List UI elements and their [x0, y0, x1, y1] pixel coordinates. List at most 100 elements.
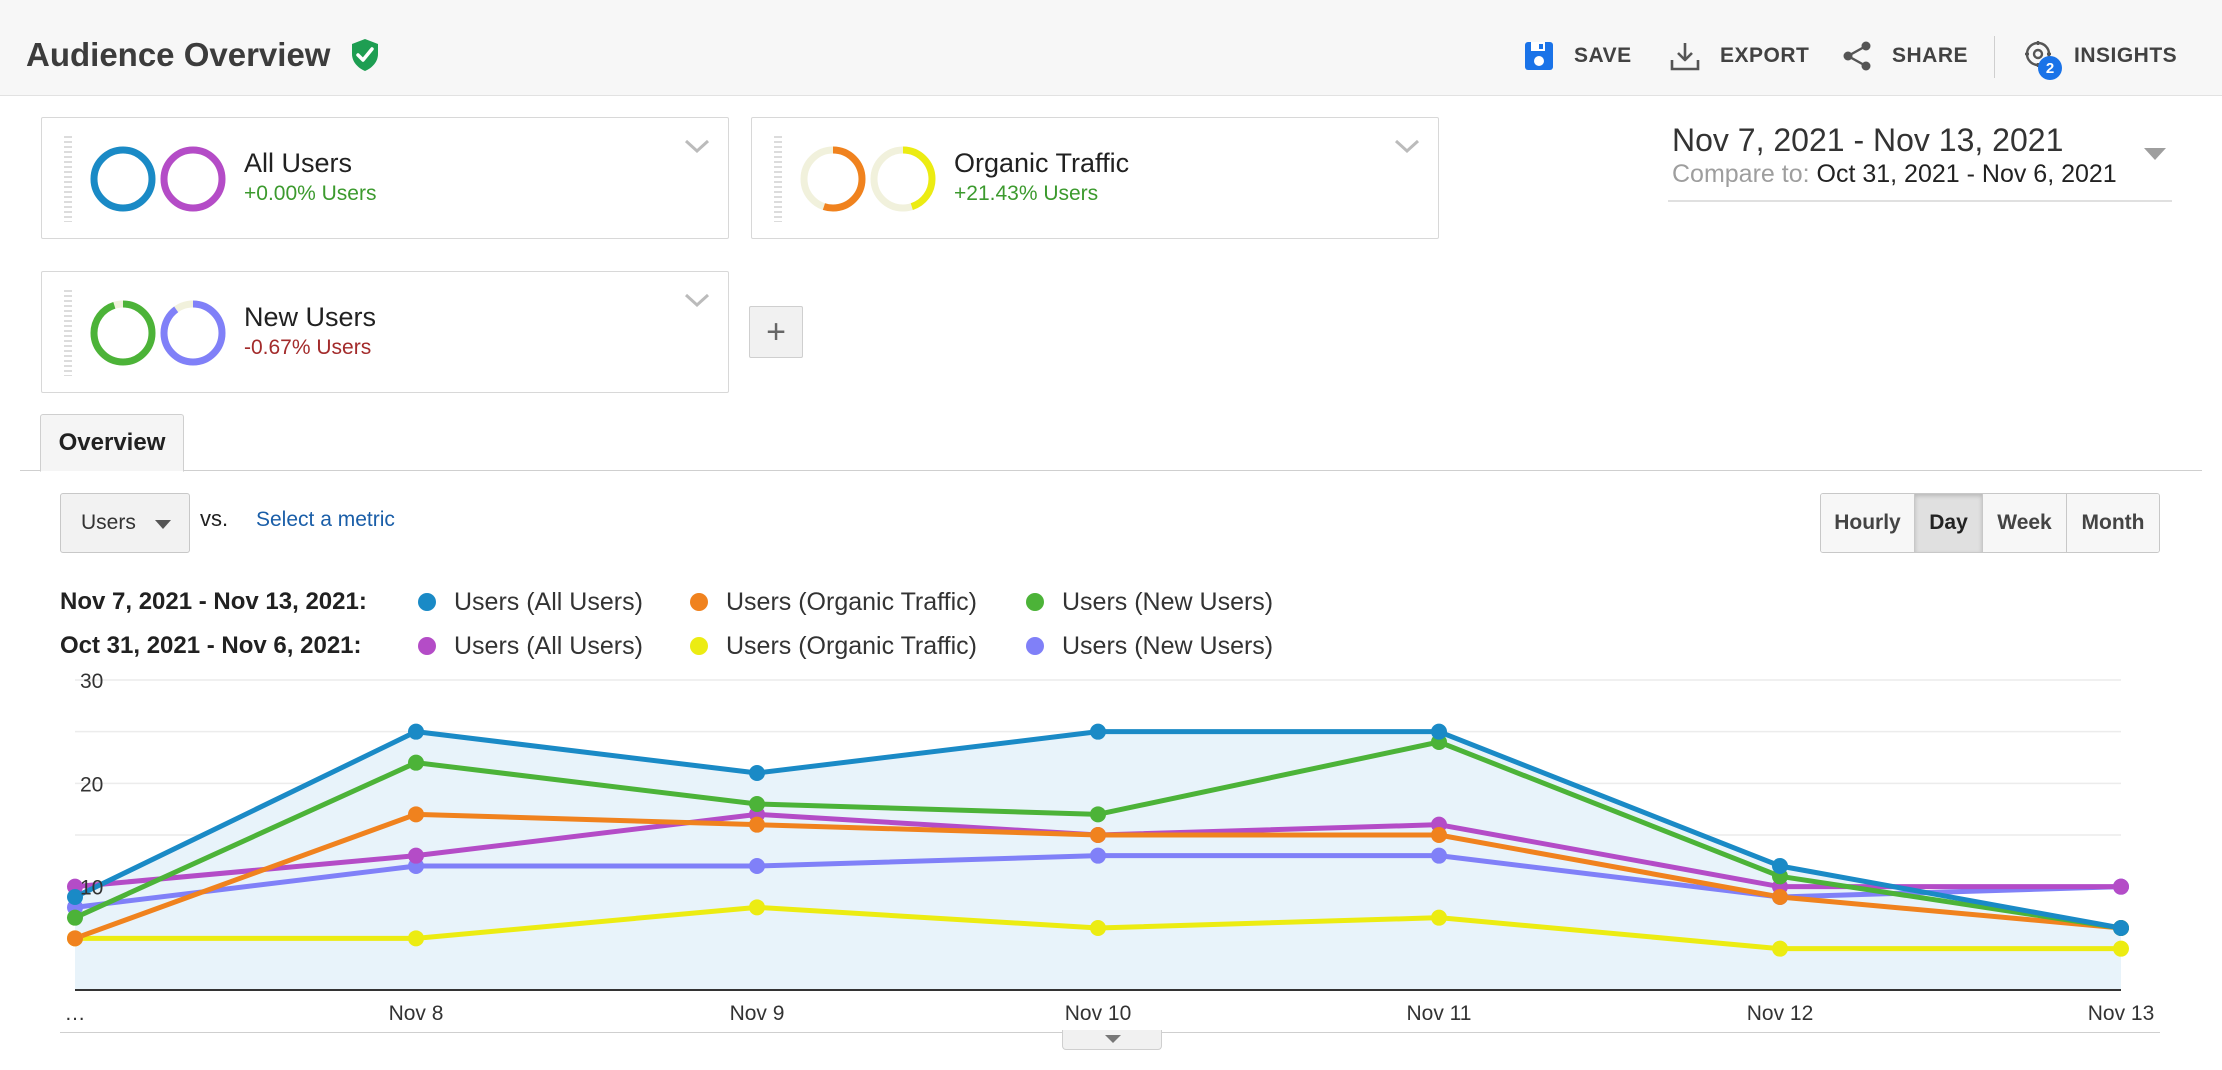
- data-point: [2113, 878, 2129, 895]
- segment-delta: +0.00% Users: [244, 182, 377, 205]
- legend-dot: [1026, 637, 1044, 655]
- data-point: [1090, 847, 1106, 864]
- granularity-week[interactable]: Week: [1983, 494, 2067, 552]
- ring-previous: [160, 300, 226, 366]
- legend-dot: [418, 593, 436, 611]
- ring-current: [90, 300, 156, 366]
- legend-dot: [1026, 593, 1044, 611]
- insights-count-badge: 2: [2038, 56, 2062, 80]
- legend-dot: [690, 593, 708, 611]
- segment-card-organic-traffic[interactable]: Organic Traffic +21.43% Users: [751, 117, 1439, 239]
- save-button[interactable]: SAVE: [1522, 36, 1632, 76]
- segment-delta: -0.67% Users: [244, 336, 372, 359]
- page-header: Audience Overview SAVE EXPORT SHARE: [0, 0, 2222, 96]
- tab-overview[interactable]: Overview: [40, 414, 184, 472]
- data-point: [1772, 858, 1788, 874]
- data-point: [408, 754, 424, 771]
- data-point: [1772, 940, 1788, 957]
- vs-label: vs.: [200, 506, 229, 531]
- data-point: [408, 847, 424, 864]
- segment-delta: +21.43% Users: [954, 182, 1099, 205]
- granularity-toggle: Hourly Day Week Month: [1820, 493, 2160, 553]
- date-range-main: Nov 7, 2021 - Nov 13, 2021: [1672, 122, 2064, 158]
- data-point: [67, 930, 83, 947]
- legend-period-previous: Oct 31, 2021 - Nov 6, 2021:: [60, 632, 362, 659]
- users-line-chart: 30 20 10 … Nov 8 Nov 9 Nov 10 Nov 11 Nov 12 Nov 1…: [65, 670, 2155, 1025]
- data-point: [1431, 847, 1447, 864]
- legend-label: Users (All Users): [454, 631, 643, 660]
- data-point: [749, 765, 765, 781]
- expand-chart-toggle[interactable]: [1062, 1030, 1162, 1050]
- share-label: SHARE: [1892, 44, 1969, 67]
- data-point: [1431, 909, 1447, 926]
- export-button[interactable]: EXPORT: [1668, 36, 1809, 76]
- x-tick-label: Nov 11: [1407, 1002, 1472, 1025]
- download-icon: [1670, 43, 1700, 71]
- data-point: [749, 858, 765, 874]
- y-tick-label: 20: [80, 773, 103, 796]
- granularity-month[interactable]: Month: [2067, 494, 2159, 552]
- legend-label: Users (New Users): [1062, 587, 1274, 616]
- chevron-down-icon[interactable]: [684, 292, 710, 310]
- date-range-picker[interactable]: Nov 7, 2021 - Nov 13, 2021 Compare to: O…: [1668, 118, 2172, 202]
- data-point: [749, 816, 765, 833]
- compare-value: Oct 31, 2021 - Nov 6, 2021: [1816, 160, 2117, 188]
- legend-item: Users (Organic Traffic): [690, 632, 1026, 661]
- metric-dropdown[interactable]: Users: [60, 493, 190, 553]
- caret-down-icon: [155, 520, 171, 529]
- tab-bar-line: [20, 470, 2202, 471]
- data-point: [2113, 940, 2129, 957]
- x-tick-label: Nov 12: [1747, 1002, 1814, 1025]
- x-tick-label: Nov 10: [1065, 1002, 1132, 1025]
- data-point: [67, 909, 83, 926]
- segment-card-new-users[interactable]: New Users -0.67% Users: [41, 271, 729, 393]
- legend-label: Users (Organic Traffic): [726, 587, 977, 616]
- y-tick-label: 30: [80, 670, 103, 693]
- data-point: [749, 796, 765, 812]
- granularity-hourly[interactable]: Hourly: [1821, 494, 1915, 552]
- drag-handle[interactable]: [774, 136, 782, 222]
- ring-previous: [870, 146, 936, 212]
- data-point: [408, 806, 424, 823]
- drag-handle[interactable]: [64, 290, 72, 376]
- data-point: [749, 899, 765, 916]
- segment-rings: [90, 146, 226, 212]
- data-point: [2113, 920, 2129, 936]
- verified-shield-icon: [352, 39, 378, 71]
- legend-item: Users (All Users): [418, 632, 690, 661]
- legend-item: Users (New Users): [1026, 588, 1273, 617]
- chevron-down-icon[interactable]: [684, 138, 710, 156]
- page-title: Audience Overview: [26, 36, 331, 73]
- data-point: [408, 723, 424, 740]
- dropdown-arrow-icon[interactable]: [2144, 148, 2166, 160]
- metric-selected: Users: [81, 511, 136, 534]
- save-icon: [1525, 42, 1553, 70]
- data-point: [1431, 723, 1447, 740]
- chevron-down-icon[interactable]: [1394, 138, 1420, 156]
- legend-item: Users (New Users): [1026, 632, 1273, 661]
- insights-label: INSIGHTS: [2074, 44, 2178, 67]
- select-metric-link[interactable]: Select a metric: [256, 508, 395, 531]
- segment-card-all-users[interactable]: All Users +0.00% Users: [41, 117, 729, 239]
- x-tick-label: …: [65, 1002, 86, 1025]
- segment-name: All Users: [244, 148, 353, 178]
- legend-label: Users (New Users): [1062, 631, 1274, 660]
- segment-rings: [800, 146, 936, 212]
- data-point: [1772, 889, 1788, 905]
- share-button[interactable]: SHARE: [1840, 36, 1968, 76]
- export-label: EXPORT: [1720, 44, 1810, 67]
- drag-handle[interactable]: [64, 136, 72, 222]
- legend-label: Users (All Users): [454, 587, 643, 616]
- legend-row-current: Nov 7, 2021 - Nov 13, 2021: Users (All U…: [60, 586, 1273, 618]
- data-point: [1090, 920, 1106, 936]
- granularity-day[interactable]: Day: [1915, 494, 1983, 552]
- legend-period-current: Nov 7, 2021 - Nov 13, 2021:: [60, 588, 367, 615]
- add-segment-button[interactable]: +: [749, 306, 803, 358]
- share-icon: [1843, 41, 1871, 71]
- legend-item: Users (Organic Traffic): [690, 588, 1026, 617]
- legend-item: Users (All Users): [418, 588, 690, 617]
- x-tick-label: Nov 9: [730, 1002, 785, 1025]
- x-tick-label: Nov 13: [2088, 1002, 2155, 1025]
- data-point: [67, 889, 83, 905]
- ring-current: [90, 146, 156, 212]
